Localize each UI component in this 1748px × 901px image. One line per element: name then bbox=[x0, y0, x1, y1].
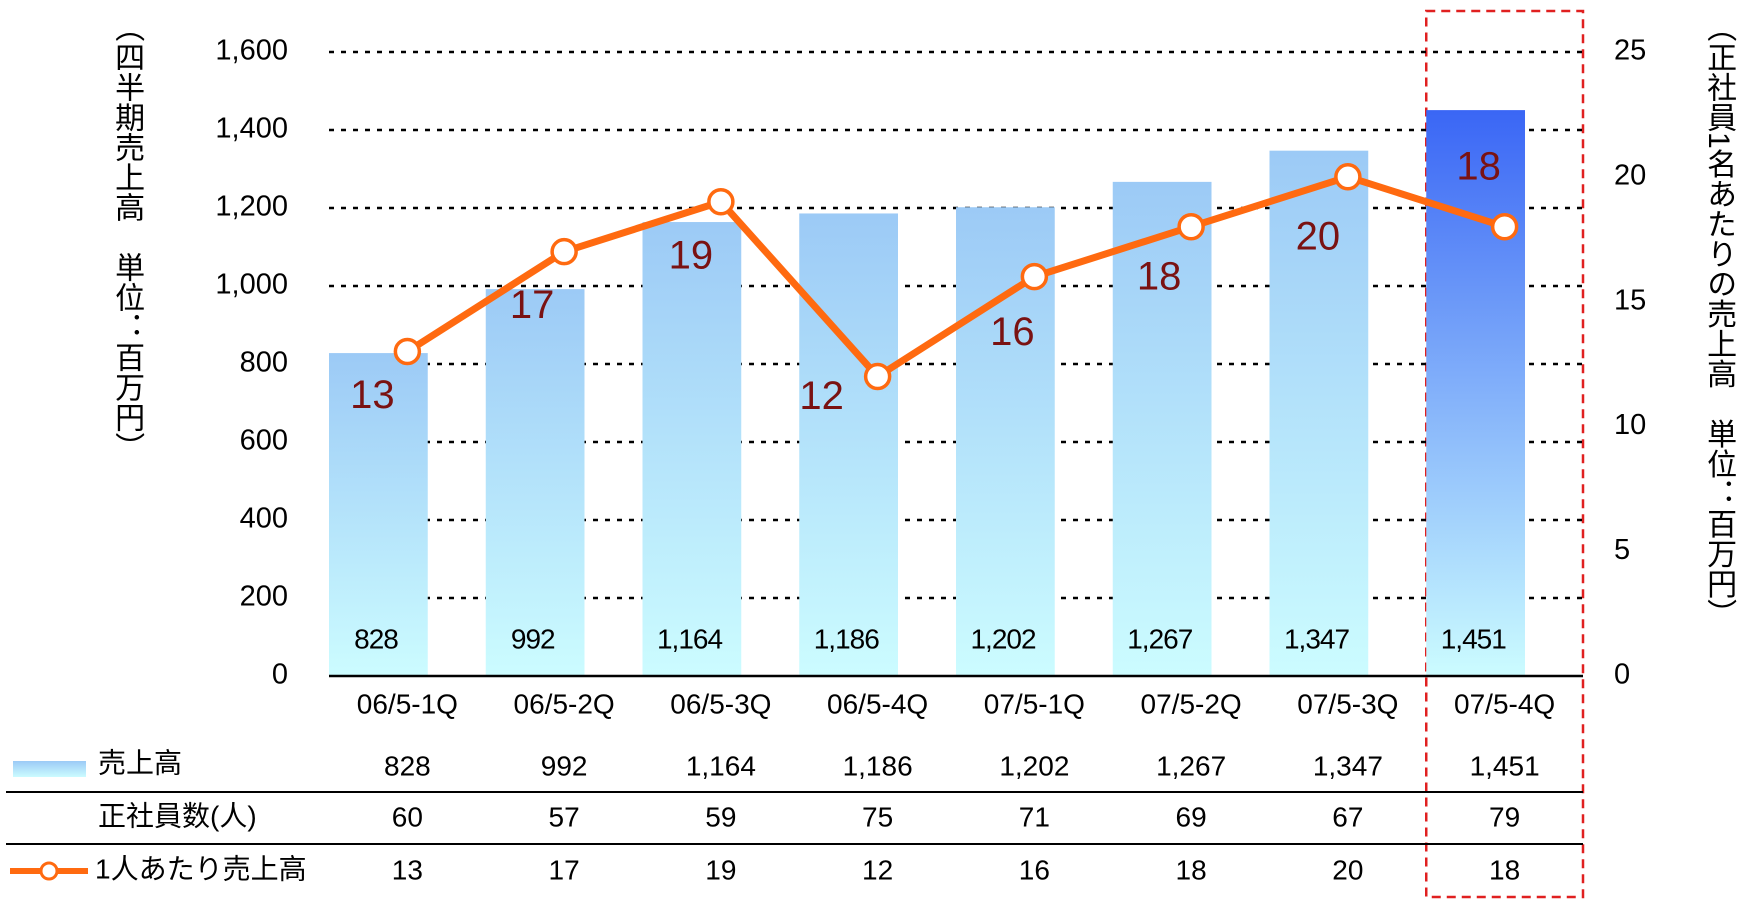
line-value-label: 13 bbox=[350, 373, 395, 417]
table-cell: 1,202 bbox=[999, 750, 1069, 781]
table-cell: 69 bbox=[1176, 801, 1207, 832]
bar bbox=[642, 222, 742, 677]
bar bbox=[329, 353, 428, 676]
x-tick-label: 06/5-2Q bbox=[514, 688, 615, 719]
y2-tick-label: 15 bbox=[1614, 284, 1646, 316]
line-marker bbox=[1334, 163, 1362, 191]
table-row-label: 正社員数(人) bbox=[98, 800, 257, 831]
y2-tick-label: 10 bbox=[1614, 409, 1646, 441]
bar-value-label: 1,347 bbox=[1284, 623, 1349, 654]
table-cell: 59 bbox=[705, 801, 736, 832]
y-tick-label: 1,400 bbox=[215, 113, 288, 145]
line-value-label: 18 bbox=[1456, 144, 1501, 188]
table-cell: 1,186 bbox=[843, 750, 913, 781]
bar bbox=[799, 213, 899, 676]
table-cell: 12 bbox=[862, 854, 893, 885]
y-tick-label: 400 bbox=[240, 503, 288, 535]
table-cell: 20 bbox=[1332, 854, 1363, 885]
y2-tick-label: 0 bbox=[1614, 659, 1630, 691]
line bbox=[405, 173, 1506, 380]
bar-value-label: 1,451 bbox=[1441, 623, 1506, 654]
y-axis-label: （四半期売上高 単位：百万円） bbox=[110, 12, 145, 462]
y-tick-label: 200 bbox=[240, 581, 288, 613]
table-cell: 17 bbox=[549, 854, 580, 885]
table-cell: 1,164 bbox=[686, 750, 756, 781]
y2-tick-label: 5 bbox=[1614, 534, 1630, 566]
y-tick-label: 600 bbox=[240, 425, 288, 457]
bar-value-label: 1,267 bbox=[1127, 623, 1192, 654]
y-tick-label: 800 bbox=[240, 347, 288, 379]
table-cell: 67 bbox=[1332, 801, 1363, 832]
line-value-label: 18 bbox=[1137, 254, 1182, 298]
table-cell: 1,347 bbox=[1313, 750, 1383, 781]
line-marker bbox=[393, 337, 422, 366]
legend-label: 売上高 bbox=[98, 747, 182, 778]
x-tick-label: 06/5-1Q bbox=[357, 688, 458, 719]
bar-value-label: 1,164 bbox=[657, 623, 722, 654]
bar-value-label: 828 bbox=[354, 623, 398, 654]
bar-value-label: 992 bbox=[511, 623, 555, 654]
y-tick-label: 1,000 bbox=[215, 269, 288, 301]
bar-value-label: 1,202 bbox=[970, 623, 1035, 654]
table-cell: 992 bbox=[541, 750, 588, 781]
table-cell: 18 bbox=[1489, 854, 1520, 885]
bar bbox=[1269, 150, 1369, 677]
x-tick-label: 07/5-2Q bbox=[1141, 688, 1242, 719]
table-cell: 828 bbox=[384, 750, 431, 781]
legend-label: 1人あたり売上高 bbox=[95, 853, 307, 884]
line-value-label: 19 bbox=[669, 233, 714, 277]
table-cell: 1,267 bbox=[1156, 750, 1226, 781]
y-tick-label: 1,200 bbox=[215, 191, 288, 223]
x-tick-label: 07/5-3Q bbox=[1297, 688, 1398, 719]
y-tick-label: 0 bbox=[272, 659, 288, 691]
line-marker bbox=[1490, 212, 1519, 241]
line-marker bbox=[1177, 212, 1205, 241]
line-value-label: 16 bbox=[990, 310, 1035, 354]
line-marker bbox=[707, 188, 735, 216]
table-cell: 71 bbox=[1019, 801, 1050, 832]
y2-axis-label: （正社員1名あたりの売上高 単位：百万円） bbox=[1702, 12, 1737, 629]
bar bbox=[1112, 181, 1212, 676]
line-marker bbox=[550, 237, 578, 266]
table-cell: 19 bbox=[705, 854, 736, 885]
line-value-label: 12 bbox=[799, 374, 844, 418]
table-cell: 1,451 bbox=[1470, 750, 1540, 781]
line-value-label: 17 bbox=[510, 283, 555, 327]
legend-swatch bbox=[13, 761, 86, 777]
y2-tick-label: 25 bbox=[1614, 35, 1646, 67]
table-cell: 13 bbox=[392, 854, 423, 885]
table-cell: 75 bbox=[862, 801, 893, 832]
x-tick-label: 07/5-4Q bbox=[1454, 688, 1555, 719]
line-marker bbox=[863, 362, 892, 391]
bar-value-label: 1,186 bbox=[814, 623, 879, 654]
table-cell: 79 bbox=[1489, 801, 1520, 832]
table-cell: 16 bbox=[1019, 854, 1050, 885]
bar bbox=[485, 289, 585, 676]
x-tick-label: 06/5-4Q bbox=[827, 688, 928, 719]
bar bbox=[1426, 110, 1526, 677]
table-cell: 57 bbox=[549, 801, 580, 832]
y-tick-label: 1,600 bbox=[215, 35, 288, 67]
legend-swatch-marker bbox=[39, 861, 59, 881]
table-cell: 18 bbox=[1176, 854, 1207, 885]
line-value-label: 20 bbox=[1296, 214, 1341, 258]
x-tick-label: 07/5-1Q bbox=[984, 688, 1085, 719]
line-marker bbox=[1020, 262, 1049, 291]
x-tick-label: 06/5-3Q bbox=[670, 688, 771, 719]
table-cell: 60 bbox=[392, 801, 423, 832]
y2-tick-label: 20 bbox=[1614, 159, 1646, 191]
